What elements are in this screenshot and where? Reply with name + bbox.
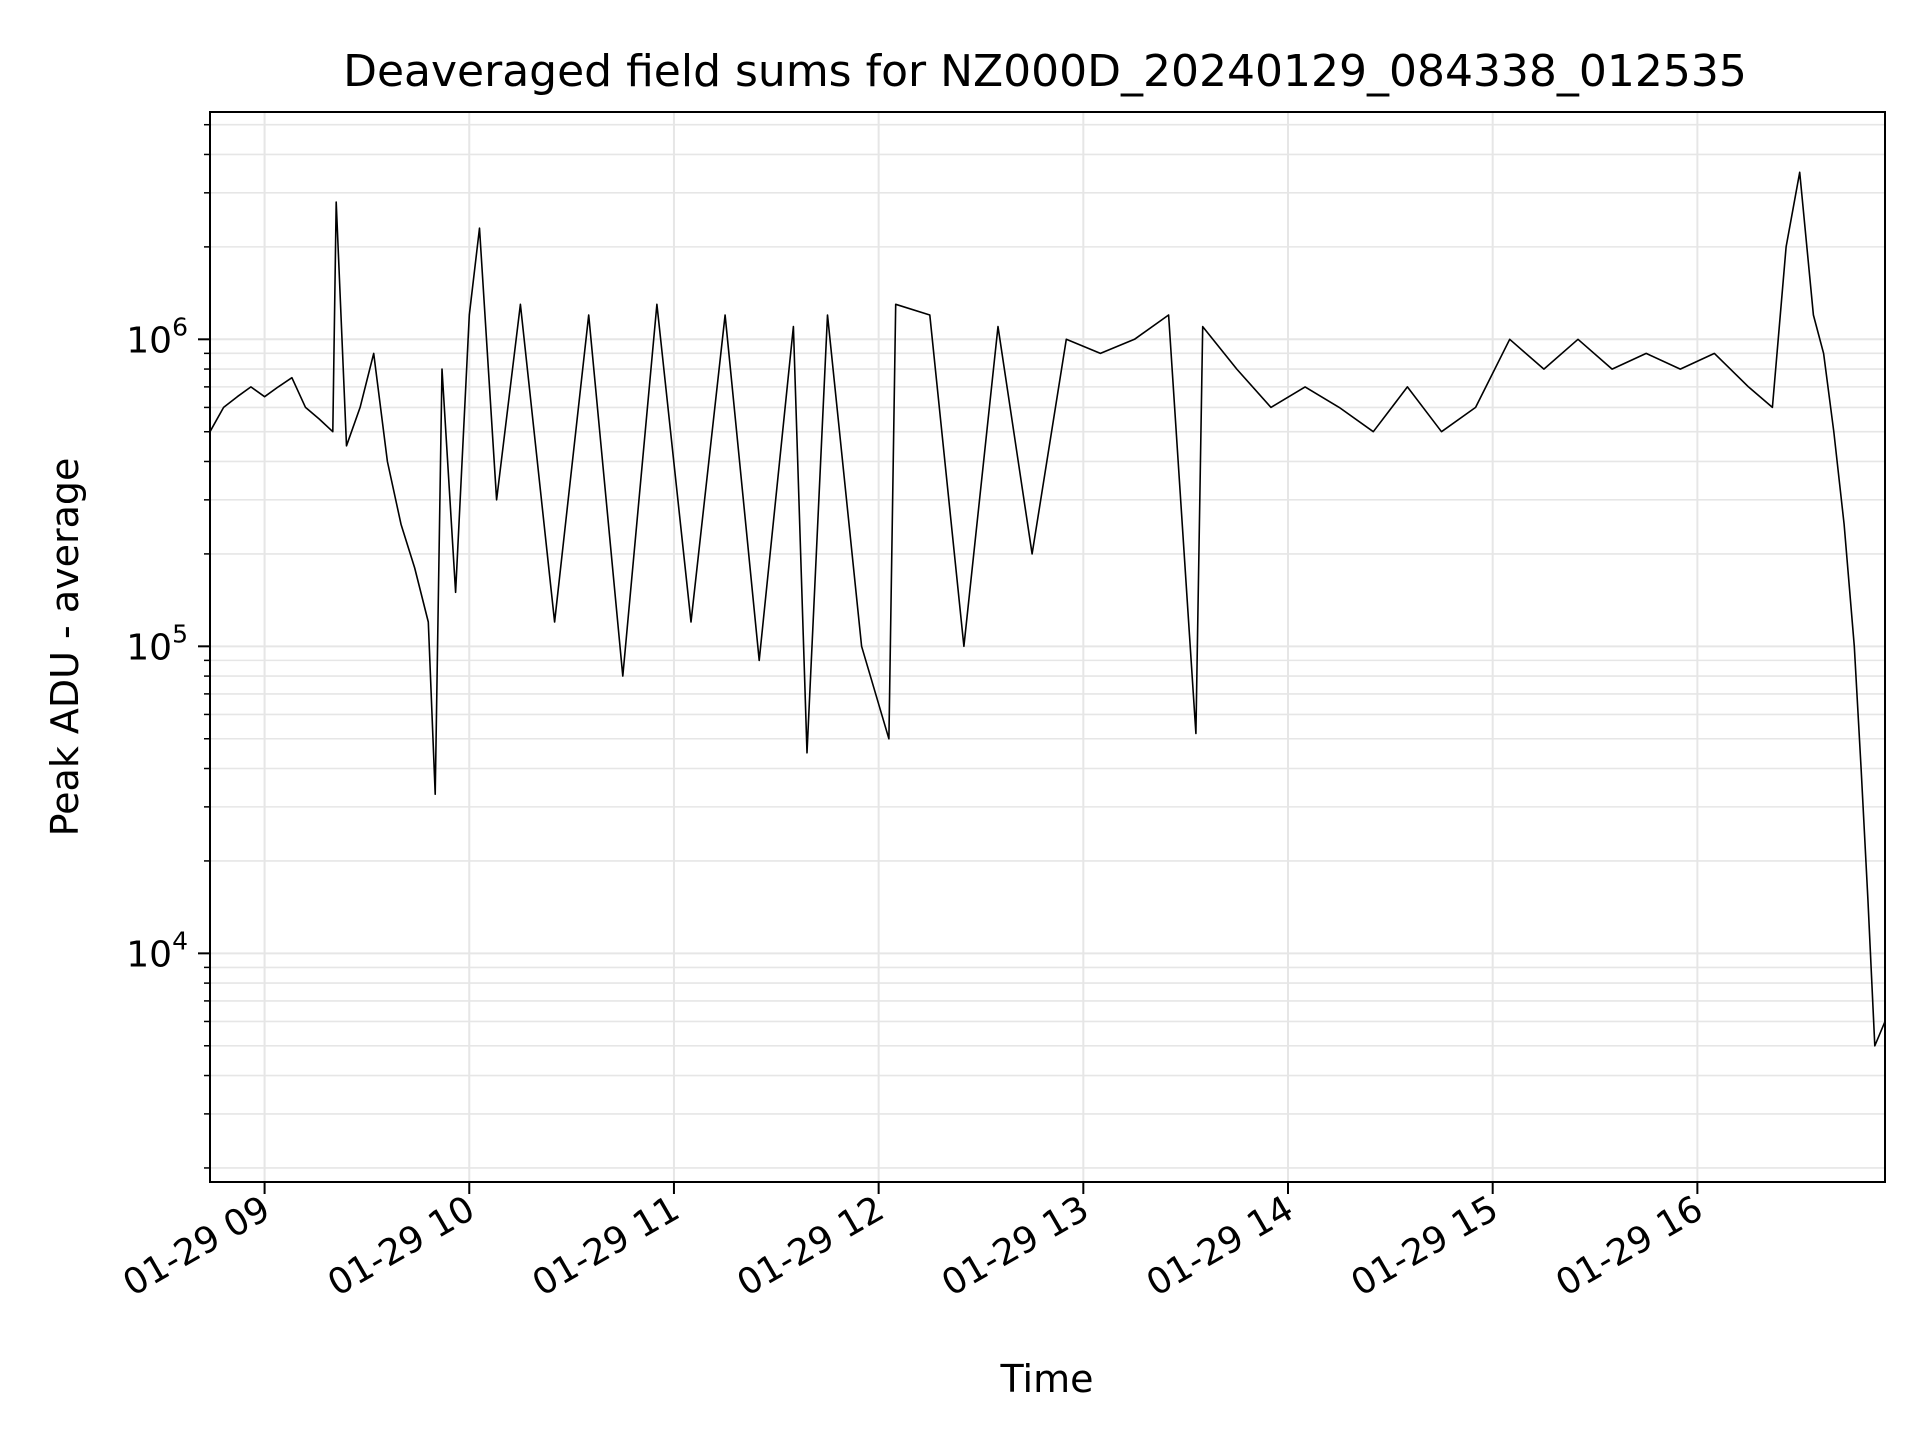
x-tick-label: 01-29 16 bbox=[1549, 1188, 1710, 1304]
x-tick-label: 01-29 12 bbox=[730, 1188, 891, 1304]
x-tick-label: 01-29 14 bbox=[1140, 1188, 1301, 1304]
y-axis: 104 105 106 bbox=[126, 123, 210, 1169]
y-axis-label: Peak ADU - average bbox=[43, 458, 87, 837]
x-axis: 01-29 09 01-29 10 01-29 11 01-29 12 01-29 13… bbox=[116, 1182, 1710, 1305]
x-tick-label: 01-29 10 bbox=[321, 1188, 482, 1304]
chart-title: Deaveraged field sums for NZ000D_2024012… bbox=[343, 46, 1747, 97]
x-tick-label: 01-29 13 bbox=[935, 1188, 1096, 1304]
x-axis-label: Time bbox=[1000, 1357, 1094, 1401]
y-tick-label: 104 bbox=[126, 926, 188, 975]
grid bbox=[210, 112, 1885, 1182]
x-tick-label: 01-29 09 bbox=[116, 1188, 277, 1304]
x-tick-label: 01-29 11 bbox=[526, 1188, 687, 1304]
y-tick-label: 105 bbox=[126, 619, 188, 668]
x-tick-label: 01-29 15 bbox=[1345, 1188, 1506, 1304]
series-line bbox=[209, 171, 1886, 1047]
y-tick-label: 106 bbox=[126, 312, 188, 361]
series-layer bbox=[209, 171, 1886, 1047]
